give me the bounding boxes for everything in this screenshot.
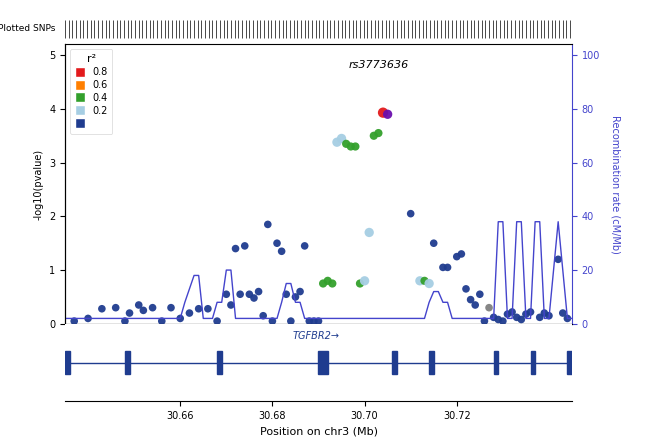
Point (406, 210, 416, 217)
Point (69, 318, 79, 325)
Point (355, 280, 365, 287)
Bar (65, 351, 70, 374)
Point (124, 310, 135, 317)
Point (263, 221, 273, 228)
Bar (493, 351, 499, 374)
Point (373, 129, 384, 136)
Point (120, 318, 130, 325)
Point (437, 264, 448, 271)
Bar (429, 351, 434, 374)
Point (300, 242, 310, 249)
Point (230, 245, 240, 252)
Point (443, 264, 453, 271)
Point (534, 314, 545, 321)
Point (272, 240, 282, 247)
Point (138, 307, 149, 314)
Bar (530, 351, 535, 374)
Point (488, 314, 499, 321)
Point (157, 318, 167, 325)
Point (111, 304, 121, 311)
Point (212, 318, 222, 325)
Point (484, 304, 494, 311)
Point (194, 305, 204, 312)
Text: rs3773636: rs3773636 (348, 60, 409, 70)
Y-axis label: Recombination rate (cM/Mb): Recombination rate (cM/Mb) (611, 115, 621, 253)
Point (267, 318, 278, 325)
Point (507, 308, 517, 315)
Point (291, 293, 301, 301)
Point (350, 143, 361, 150)
Point (479, 318, 489, 325)
Point (341, 140, 352, 147)
Point (226, 301, 236, 309)
Point (452, 253, 462, 260)
Point (525, 308, 536, 315)
Y-axis label: -log10(pvalue): -log10(pvalue) (33, 149, 44, 220)
Point (553, 256, 564, 263)
Point (424, 280, 434, 287)
Point (203, 305, 213, 312)
Point (322, 277, 333, 285)
Point (313, 318, 324, 325)
Point (456, 250, 467, 257)
Point (97, 305, 107, 312)
Point (276, 248, 287, 255)
Point (474, 291, 485, 298)
Point (369, 132, 379, 139)
Point (281, 291, 291, 298)
Point (470, 301, 480, 309)
Point (493, 316, 504, 323)
Point (83, 315, 93, 322)
Point (258, 312, 268, 319)
Point (428, 240, 439, 247)
Point (378, 109, 388, 116)
Point (562, 315, 573, 322)
Text: Plotted SNPs: Plotted SNPs (0, 25, 56, 33)
Bar (392, 351, 397, 374)
Point (133, 301, 144, 309)
Point (318, 280, 328, 287)
Point (235, 291, 245, 298)
Point (465, 296, 476, 303)
Point (148, 304, 158, 311)
Point (382, 111, 393, 118)
Point (419, 277, 430, 285)
Point (415, 277, 425, 285)
Point (512, 314, 522, 321)
Point (244, 291, 255, 298)
Point (521, 310, 531, 318)
Point (175, 315, 185, 322)
Point (364, 229, 374, 236)
Point (240, 242, 250, 249)
Bar (318, 351, 328, 374)
Point (498, 318, 508, 325)
Point (184, 310, 194, 317)
Point (285, 318, 296, 325)
Bar (217, 351, 222, 374)
Point (295, 288, 306, 295)
Point (539, 310, 549, 317)
Point (166, 304, 176, 311)
Point (254, 288, 264, 295)
Point (502, 310, 513, 318)
Point (332, 139, 342, 146)
Point (461, 285, 471, 293)
Legend: 0.8, 0.6, 0.4, 0.2, : 0.8, 0.6, 0.4, 0.2, (70, 49, 112, 134)
Point (249, 294, 259, 301)
Point (327, 280, 337, 287)
Point (346, 143, 356, 150)
Point (309, 318, 319, 325)
Point (516, 316, 526, 323)
Bar (125, 351, 129, 374)
Point (359, 277, 370, 285)
Text: TGFBR2→: TGFBR2→ (292, 331, 340, 341)
Point (544, 312, 554, 319)
Point (221, 291, 231, 298)
Bar (567, 351, 577, 374)
Point (558, 310, 568, 317)
Point (336, 135, 346, 142)
Point (304, 318, 315, 325)
X-axis label: Position on chr3 (Mb): Position on chr3 (Mb) (259, 427, 378, 437)
